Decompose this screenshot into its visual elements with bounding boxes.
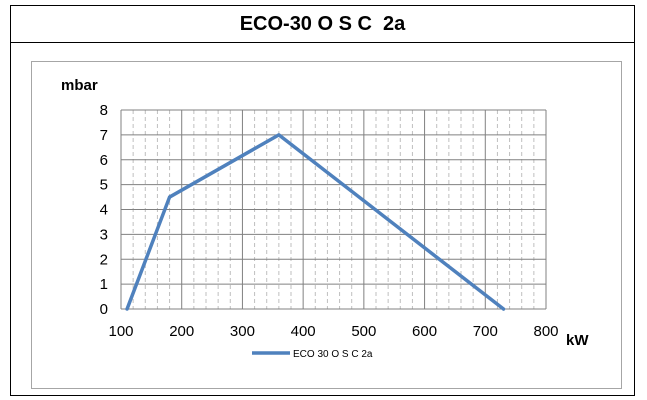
y-tick-label: 0 xyxy=(100,301,108,318)
x-tick-label: 800 xyxy=(533,323,558,340)
chart-title: ECO-30 O S C 2a xyxy=(11,6,634,43)
series-line xyxy=(125,133,506,311)
y-tick-label: 2 xyxy=(100,251,108,268)
x-tick-label: 500 xyxy=(351,323,376,340)
y-tick-label: 4 xyxy=(100,202,108,219)
y-tick-label: 1 xyxy=(100,276,108,293)
chart-frame: ECO-30 O S C 2a xyxy=(10,5,635,396)
legend-label: ECO 30 O S C 2a xyxy=(293,349,373,360)
x-tick-label: 200 xyxy=(169,323,194,340)
x-tick-label: 100 xyxy=(108,323,133,340)
x-tick-label: 600 xyxy=(412,323,437,340)
y-axis-label: mbar xyxy=(61,77,98,94)
data-point xyxy=(502,307,505,311)
x-tick-label: 300 xyxy=(230,323,255,340)
x-axis-label: kW xyxy=(566,332,589,349)
y-tick-label: 8 xyxy=(100,102,108,119)
y-tick-label: 7 xyxy=(100,127,108,144)
data-point xyxy=(125,307,129,311)
x-tick-label: 700 xyxy=(473,323,498,340)
y-tick-label: 6 xyxy=(100,152,108,169)
x-tick-label: 400 xyxy=(291,323,316,340)
plot-area-box xyxy=(31,61,622,389)
data-point xyxy=(277,133,281,137)
y-tick-label: 3 xyxy=(100,226,108,243)
data-point xyxy=(168,195,172,199)
y-tick-label: 5 xyxy=(100,177,108,194)
